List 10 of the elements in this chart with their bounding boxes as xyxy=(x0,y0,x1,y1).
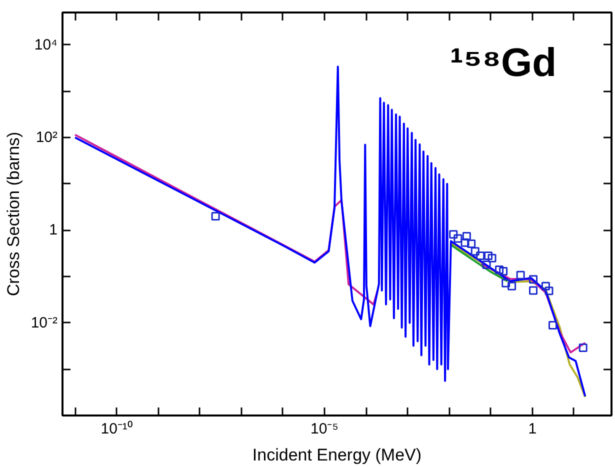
y-tick-label: 1 xyxy=(49,222,58,239)
x-tick-label: 10⁻⁵ xyxy=(310,420,338,438)
x-tick-label: 1 xyxy=(528,420,537,438)
y-tick-label: 10⁴ xyxy=(34,36,58,54)
annotation: ¹⁵⁸Gd xyxy=(450,41,557,86)
x-tick-label: 10⁻¹⁰ xyxy=(100,420,132,438)
x-axis-title: Incident Energy (MeV) xyxy=(252,446,422,464)
y-tick-label: 10² xyxy=(36,129,58,146)
y-tick-label: 10⁻² xyxy=(30,314,58,332)
y-axis-title: Cross Section (barns) xyxy=(4,132,23,296)
